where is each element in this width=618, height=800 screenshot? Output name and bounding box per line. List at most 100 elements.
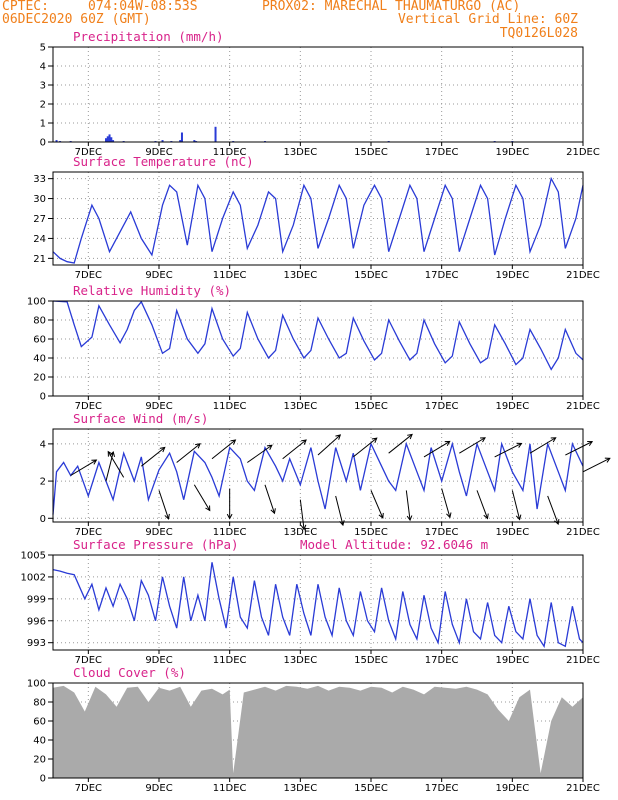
wind-vector: [211, 439, 236, 460]
cloud-xtick-label: 15DEC: [354, 783, 388, 794]
wind-vector: [105, 451, 114, 482]
cloud-ytick-label: 0: [40, 774, 46, 785]
wind-arrowhead: [91, 459, 98, 465]
wind-vector: [582, 457, 611, 473]
precip-bar: [193, 140, 196, 142]
pressure-ytick-label: 999: [27, 594, 46, 605]
wind-ytick-label: 2: [40, 477, 46, 488]
temp-xtick-label: 13DEC: [283, 270, 317, 281]
wind-vector: [565, 441, 593, 456]
rh-xtick-label: 17DEC: [425, 401, 459, 412]
wind-vector: [388, 434, 413, 454]
precip-xtick-label: 17DEC: [425, 147, 459, 158]
wind-vector: [335, 495, 344, 526]
wind-vector: [247, 444, 273, 463]
pressure-xtick-label: 21DEC: [566, 655, 600, 666]
wind-xtick-label: 11DEC: [213, 527, 247, 538]
pressure-xtick-label: 9DEC: [145, 655, 172, 666]
temp-ytick-label: 30: [33, 194, 46, 205]
cloud-ytick-label: 40: [33, 736, 46, 747]
wind-vector: [317, 434, 341, 456]
wind-xtick-label: 19DEC: [495, 527, 529, 538]
wind-vector: [158, 490, 169, 519]
wind-arrowhead: [446, 512, 452, 519]
grid-line-label: Vertical Grid Line: 60Z: [397, 12, 578, 27]
header: CPTEC: 074:04W-08:53S PROX02: MARECHAL T…: [0, 0, 618, 44]
wind-title: Surface Wind (m/s): [73, 411, 208, 426]
cloud-title: Cloud Cover (%): [73, 665, 186, 680]
wind-arrowhead: [205, 505, 211, 512]
wind-ytick-label: 0: [40, 514, 46, 525]
rh-xtick-label: 13DEC: [283, 401, 317, 412]
cloud-frame: [52, 682, 584, 779]
temp-series-line: [52, 176, 584, 264]
pressure-subtitle: Model Altitude: 92.6046 m: [300, 537, 488, 552]
cloud-xtick-label: 13DEC: [283, 783, 317, 794]
wind-arrowhead: [159, 446, 166, 453]
pressure-title: Surface Pressure (hPa): [73, 537, 239, 552]
pressure-xtick-label: 11DEC: [213, 655, 247, 666]
cloud-area: [53, 685, 583, 778]
wind-arrowhead: [371, 437, 378, 443]
coordinates-label: 074:04W-08:53S: [88, 0, 198, 14]
pressure-ytick-label: 996: [27, 616, 46, 627]
wind-arrowhead: [407, 433, 413, 440]
wind-arrowhead: [550, 437, 557, 443]
wind-vector: [193, 484, 211, 511]
wind-vector: [299, 499, 305, 530]
wind-vector: [476, 490, 489, 519]
wind-vector: [176, 443, 201, 463]
wind-ytick-label: 4: [40, 439, 46, 450]
wind-xtick-label: 21DEC: [566, 527, 600, 538]
precip-ytick-label: 2: [40, 100, 46, 111]
rh-xtick-label: 11DEC: [213, 401, 247, 412]
precip-bar: [105, 138, 107, 142]
rh-ytick-label: 80: [33, 316, 46, 327]
temp-xtick-label: 21DEC: [566, 270, 600, 281]
precip-bar: [55, 140, 58, 142]
wind-series-line: [52, 441, 584, 515]
cloud-xtick-label: 21DEC: [566, 783, 600, 794]
temp-ytick-label: 24: [33, 234, 46, 245]
wind-arrowhead: [378, 512, 384, 519]
wind-arrowhead: [515, 514, 522, 521]
rh-series-line: [52, 300, 584, 371]
wind-vector: [547, 495, 559, 525]
cloud-xtick-label: 19DEC: [495, 783, 529, 794]
wind-arrowhead: [226, 513, 233, 520]
temp-xtick-label: 11DEC: [213, 270, 247, 281]
precip-xtick-label: 9DEC: [145, 147, 172, 158]
precip-xtick-label: 21DEC: [566, 147, 600, 158]
precip-ytick-label: 1: [40, 119, 46, 130]
precip-xtick-label: 7DEC: [75, 147, 102, 158]
wind-arrowhead: [195, 443, 201, 449]
wind-arrowhead: [230, 439, 237, 445]
wind-arrowhead: [480, 437, 486, 443]
wind-frame: [52, 428, 584, 523]
pressure-ytick-label: 993: [27, 638, 46, 649]
cloud-xtick-label: 11DEC: [213, 783, 247, 794]
precip-bar: [106, 136, 109, 142]
rh-xtick-label: 7DEC: [75, 401, 102, 412]
rh-frame: [52, 300, 584, 397]
wind-vector: [107, 451, 125, 478]
wind-xtick-label: 13DEC: [283, 527, 317, 538]
temp-ytick-label: 21: [33, 254, 46, 265]
wind-vector: [511, 490, 521, 520]
precip-frame: [52, 46, 584, 143]
cloud-ytick-label: 80: [33, 698, 46, 709]
precip-bar: [161, 140, 164, 142]
wind-arrowhead: [107, 450, 113, 457]
rh-ytick-label: 40: [33, 354, 46, 365]
precip-bar: [214, 126, 217, 142]
rh-ytick-label: 20: [33, 373, 46, 384]
pressure-xtick-label: 19DEC: [495, 655, 529, 666]
temp-ytick-label: 33: [33, 174, 46, 185]
precip-title: Precipitation (mm/h): [73, 29, 224, 44]
run-date-label: 06DEC2020 60Z (GMT): [2, 12, 151, 27]
precip-ytick-label: 3: [40, 81, 46, 92]
wind-arrowhead: [587, 440, 594, 447]
precip-ytick-label: 0: [40, 138, 46, 149]
precip-bar: [112, 140, 115, 142]
